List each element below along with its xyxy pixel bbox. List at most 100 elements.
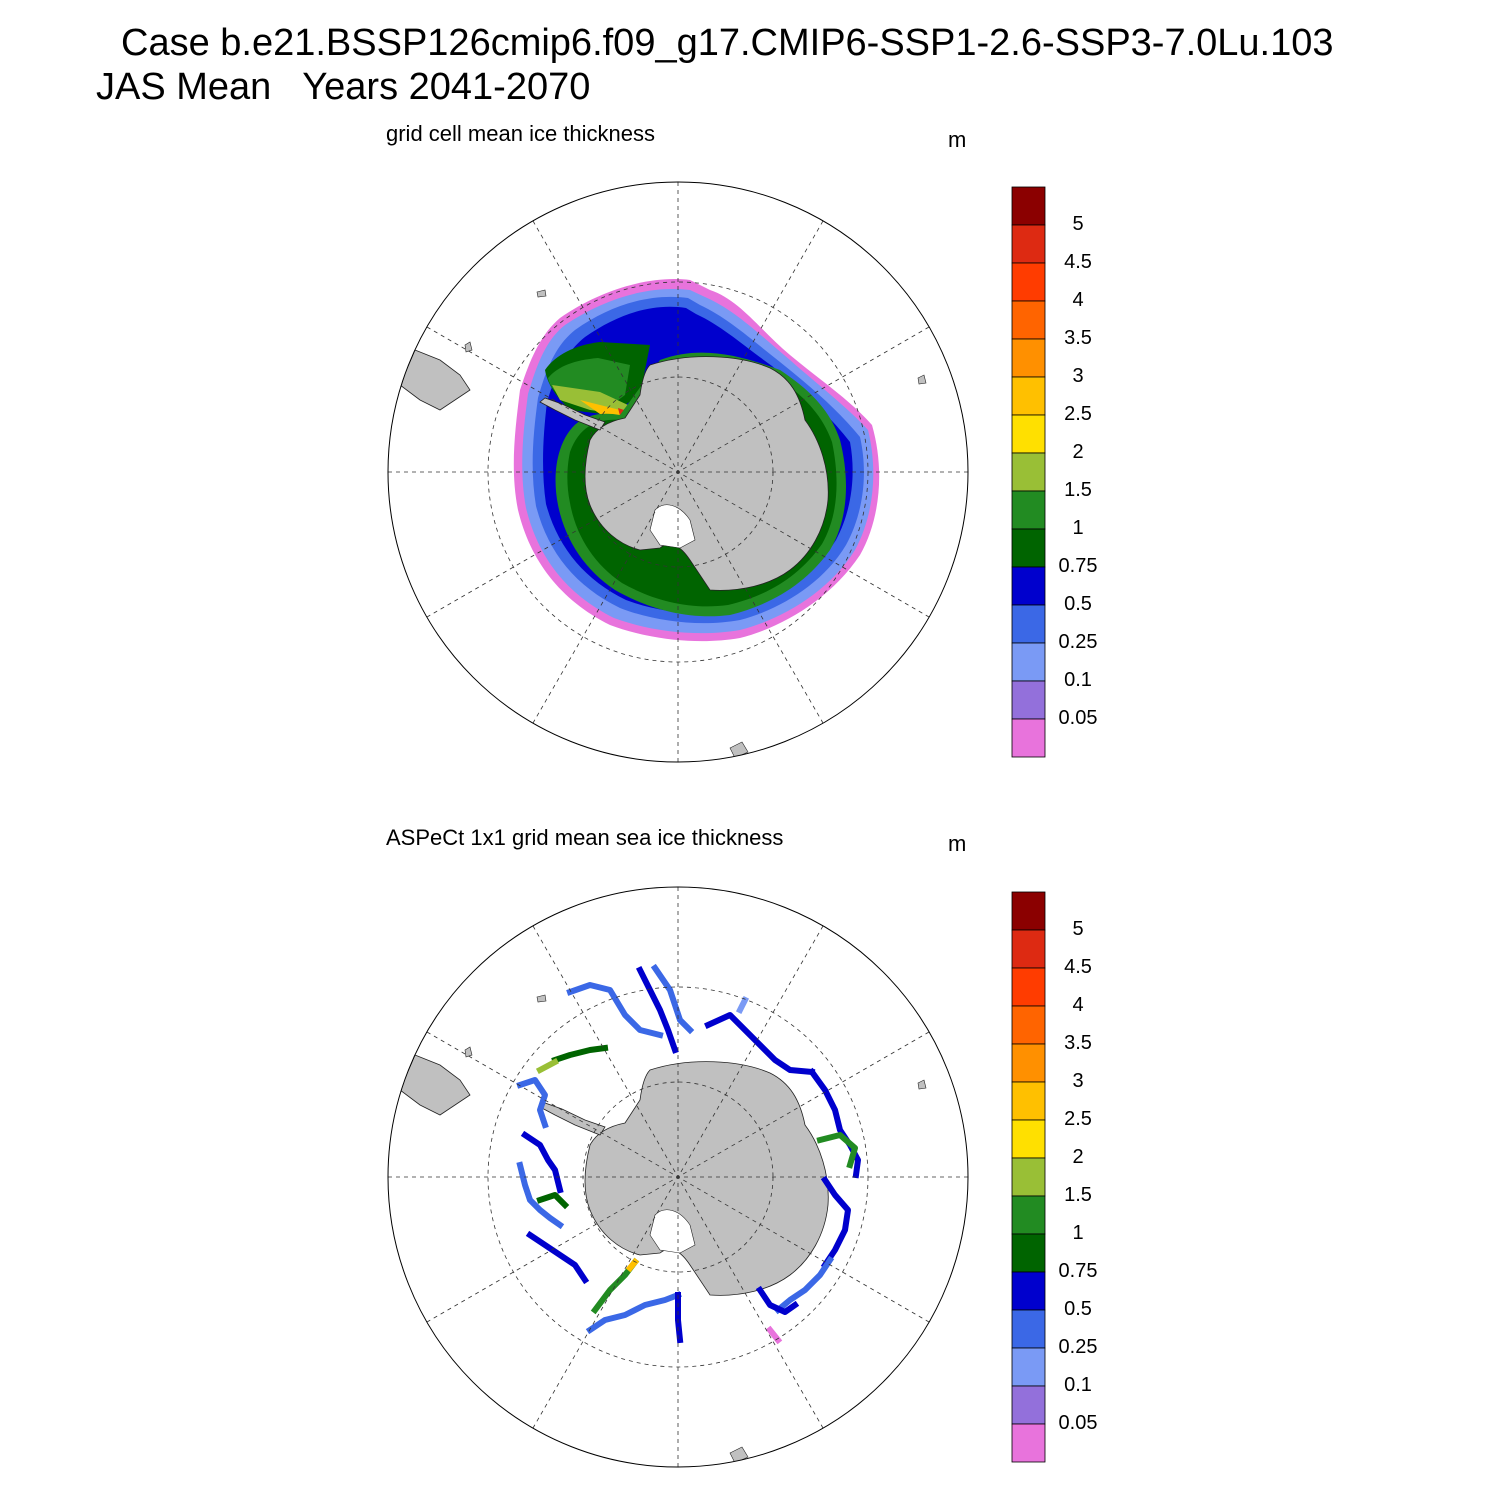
colorbar-tick-label: 1.5: [1064, 479, 1092, 501]
panel2-graticule: [388, 887, 968, 1467]
colorbar-tick-label: 2: [1072, 441, 1084, 463]
ship-track: [525, 1230, 590, 1285]
colorbar-swatch: [1011, 967, 1046, 1007]
colorbar-tick-label: 3: [1072, 365, 1084, 387]
ship-track: [675, 1292, 684, 1344]
colorbar-swatch: [1011, 1157, 1046, 1197]
island-land: [536, 994, 547, 1003]
ship-track: [765, 1325, 783, 1345]
panel2-colorbar: [1011, 891, 1046, 1463]
colorbar-tick-label: 1.5: [1064, 1184, 1092, 1206]
colorbar-swatch: [1011, 414, 1046, 454]
colorbar-tick-label: 1: [1072, 1222, 1084, 1244]
ship-track: [520, 1130, 564, 1194]
ship-track: [516, 1077, 549, 1129]
colorbar-tick-label: 0.05: [1058, 707, 1098, 729]
colorbar-swatch: [1011, 338, 1046, 378]
south-america-land: [399, 1054, 471, 1116]
ship-track: [704, 1012, 816, 1076]
island-land: [464, 341, 473, 353]
panel1-title: grid cell mean ice thickness: [386, 121, 656, 146]
colorbar-tick-label: 2.5: [1064, 1108, 1092, 1130]
ship-track: [625, 1257, 640, 1273]
colorbar-swatch: [1011, 300, 1046, 340]
colorbar-tick-label: 4.5: [1064, 956, 1092, 978]
ship-track: [755, 1285, 800, 1315]
ship-track: [566, 982, 664, 1039]
colorbar-tick-label: 0.1: [1064, 669, 1092, 691]
colorbar-swatch: [1011, 642, 1046, 682]
south-america-land: [399, 349, 471, 411]
ship-track: [735, 995, 750, 1015]
panel1-map-border: [387, 181, 969, 763]
ship-track: [551, 1044, 609, 1064]
ice-band-2.5: [580, 400, 626, 416]
colorbar-tick-label: 5: [1072, 918, 1084, 940]
colorbar-swatch: [1011, 1119, 1046, 1159]
ross-embayment: [649, 504, 696, 549]
colorbar-swatch: [1011, 604, 1046, 644]
antarctica-land: [584, 356, 829, 591]
colorbar-tick-label: 3.5: [1064, 327, 1092, 349]
colorbar-tick-label: 2.5: [1064, 403, 1092, 425]
colorbar-tick-label: 0.5: [1064, 593, 1092, 615]
colorbar-swatch: [1011, 1385, 1046, 1425]
colorbar-swatch: [1011, 376, 1046, 416]
island-land: [729, 1446, 749, 1464]
colorbar-tick-label: 0.25: [1058, 1336, 1098, 1358]
ship-track: [585, 1291, 682, 1335]
island-land: [464, 1046, 473, 1058]
ship-track: [807, 1067, 861, 1179]
colorbar-swatch: [1011, 1347, 1046, 1387]
colorbar-tick-label: 0.05: [1058, 1412, 1098, 1434]
colorbar-swatch: [1011, 1043, 1046, 1083]
colorbar-tick-label: 4: [1072, 289, 1084, 311]
colorbar-swatch: [1011, 186, 1046, 226]
island-land: [536, 289, 547, 298]
panel2-title: ASPeCt 1x1 grid mean sea ice thickness: [386, 825, 784, 850]
colorbar-swatch: [1011, 718, 1046, 758]
colorbar-tick-label: 4.5: [1064, 251, 1092, 273]
colorbar-swatch: [1011, 1423, 1046, 1463]
colorbar-swatch: [1011, 680, 1046, 720]
colorbar-tick-label: 1: [1072, 517, 1084, 539]
colorbar-swatch: [1011, 1081, 1046, 1121]
colorbar-tick-label: 0.25: [1058, 631, 1098, 653]
colorbar-swatch: [1011, 566, 1046, 606]
ship-track: [820, 1175, 851, 1270]
colorbar-swatch: [1011, 262, 1046, 302]
ship-track: [516, 1161, 565, 1230]
colorbar-swatch: [1011, 528, 1046, 568]
colorbar-tick-label: 5: [1072, 213, 1084, 235]
panel2-map: [399, 963, 927, 1464]
ross-embayment: [649, 1209, 696, 1254]
colorbar-tick-label: 0.75: [1058, 1260, 1098, 1282]
figure-title-line2: JAS Mean Years 2041-2070: [96, 66, 591, 108]
colorbar-tick-label: 0.5: [1064, 1298, 1092, 1320]
island-land: [917, 1079, 927, 1090]
colorbar-swatch: [1011, 929, 1046, 969]
colorbar-swatch: [1011, 490, 1046, 530]
panel1-colorbar: [1011, 186, 1046, 758]
colorbar-swatch: [1011, 224, 1046, 264]
colorbar-swatch: [1011, 1233, 1046, 1273]
colorbar-swatch: [1011, 1309, 1046, 1349]
panel2-map-border: [387, 886, 969, 1468]
ship-track: [650, 963, 695, 1035]
figure-title-line1: Case b.e21.BSSP126cmip6.f09_g17.CMIP6-SS…: [121, 22, 1334, 64]
colorbar-tick-label: 4: [1072, 994, 1084, 1016]
colorbar-swatch: [1011, 452, 1046, 492]
island-land: [729, 741, 749, 759]
colorbar-swatch: [1011, 1005, 1046, 1045]
ship-track: [635, 965, 679, 1054]
colorbar-tick-label: 2: [1072, 1146, 1084, 1168]
colorbar-tick-label: 0.75: [1058, 555, 1098, 577]
colorbar-tick-label: 3: [1072, 1070, 1084, 1092]
colorbar-swatch: [1011, 1195, 1046, 1235]
colorbar-tick-label: 0.1: [1064, 1374, 1092, 1396]
colorbar-swatch: [1011, 1271, 1046, 1311]
panel1-map: [399, 279, 927, 759]
panel2-unit: m: [948, 831, 967, 856]
ship-track: [535, 1057, 560, 1075]
